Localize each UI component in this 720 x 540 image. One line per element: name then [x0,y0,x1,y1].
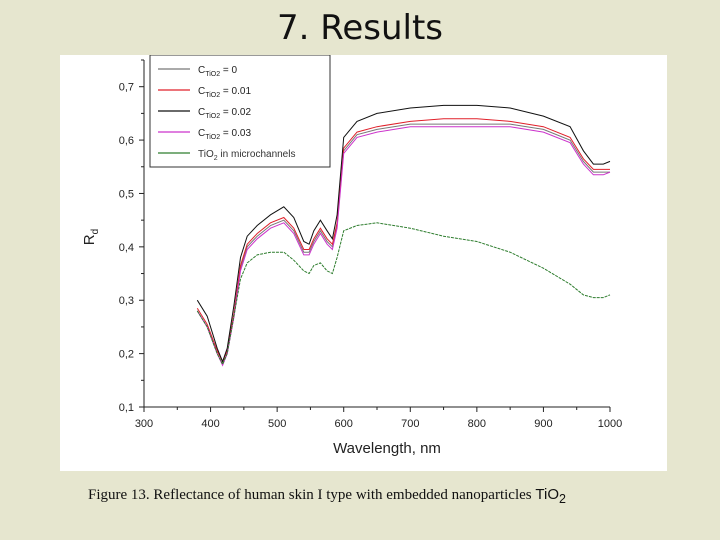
chart-axes: 300 400 500 600 700 800 900 1000 0,1 0,2 0,3 0,4 0,5… [81,59,622,457]
legend-label-main: C [198,107,205,118]
legend-label-tail: = 0.01 [220,86,251,97]
y-tick-label: 0,4 [119,242,134,254]
y-axis-title-main: R [81,234,98,245]
x-tick-label: 500 [268,418,286,430]
y-axis-title: Rd [81,229,101,245]
legend-label-main: C [198,128,205,139]
x-tick-label: 300 [135,418,153,430]
legend-label-5: TiO2 in microchannels [198,149,295,162]
legend-label-subscript: TiO2 [205,134,220,141]
x-axis-title: Wavelength, nm [333,440,441,457]
series-layer [196,104,611,367]
x-tick-label: 700 [401,418,419,430]
series-line-3 [196,104,611,364]
caption-text: Figure 13. Reflectance of human skin I t… [88,487,536,503]
caption-formula: TiO2 [535,486,566,506]
x-tick-label: 900 [534,418,552,430]
series-line-4 [196,126,611,367]
legend-label-main: C [198,65,205,76]
legend-label-tail: = 0 [220,65,237,76]
y-tick-label: 0,7 [119,82,134,94]
x-tick-label: 600 [335,418,353,430]
legend-label-main: C [198,86,205,97]
legend-label-subscript: TiO2 [205,92,220,99]
y-tick-label: 0,1 [119,402,134,414]
legend-label-1: CTiO2 = 0 [198,65,238,78]
chart-figure: 300 400 500 600 700 800 900 1000 0,1 0,2 0,3 0,4 0,5… [60,54,667,471]
caption-subscript: 2 [558,492,566,506]
y-tick-label: 0,6 [119,135,134,147]
legend-label-subscript: TiO2 [205,113,220,120]
x-tick-label: 800 [468,418,486,430]
series-line-2 [196,118,610,363]
legend-label-subscript: TiO2 [205,71,220,78]
legend-label-4: CTiO2 = 0.03 [198,128,251,141]
x-tick-label: 1000 [598,418,622,430]
y-tick-label: 0,3 [119,295,134,307]
x-tick-label: 400 [201,418,219,430]
slide-title: 7. Results [276,8,443,48]
y-tick-label: 0,2 [119,349,134,361]
legend-label-tail: = 0.02 [220,107,251,118]
y-axis-title-subscript: d [90,229,101,235]
series-line-5 [196,222,611,366]
legend-label-3: CTiO2 = 0.02 [198,107,251,120]
reflectance-chart: 300 400 500 600 700 800 900 1000 0,1 0,2 0,3 0,4 0,5… [81,54,622,457]
y-tick-label: 0,5 [119,188,134,200]
legend-label-main: TiO [198,149,214,160]
legend-label-tail: in microchannels [218,149,296,160]
figure-caption: Figure 13. Reflectance of human skin I t… [88,486,566,506]
legend-label-subscript: 2 [214,155,218,162]
legend-label-tail: = 0.03 [220,128,251,139]
legend-label-2: CTiO2 = 0.01 [198,86,251,99]
